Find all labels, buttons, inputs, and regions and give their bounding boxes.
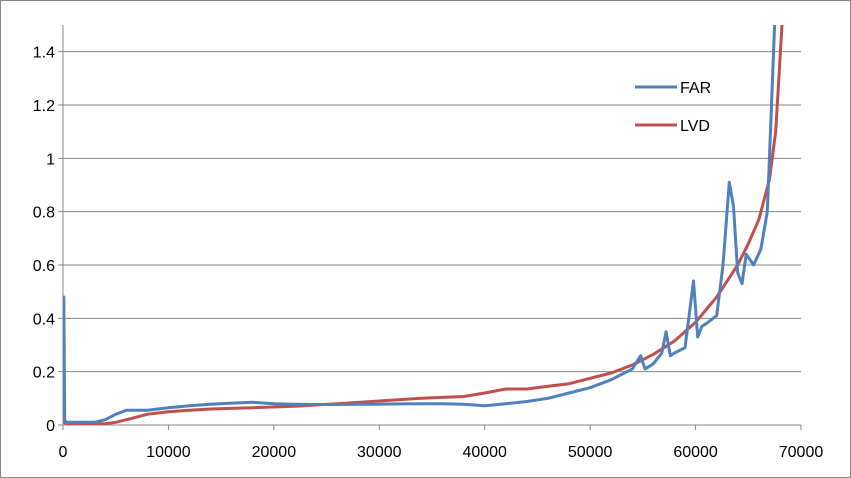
x-axis-tick-labels: 0 10000 20000 30000 40000 50000 60000 70000 <box>59 444 824 461</box>
legend-label-far: FAR <box>680 80 711 97</box>
legend-label-lvd: LVD <box>680 118 710 135</box>
series-line-far <box>63 25 777 424</box>
x-tick-label: 40000 <box>462 444 507 461</box>
series-line-lvd <box>63 25 784 425</box>
y-tick-label: 0.8 <box>33 205 55 222</box>
series-lines <box>63 25 784 425</box>
x-tick-label: 60000 <box>673 444 718 461</box>
x-tick-label: 50000 <box>568 444 613 461</box>
x-tick-label: 10000 <box>146 444 191 461</box>
y-tick-label: 0.2 <box>33 365 55 382</box>
y-tick-label: 1.2 <box>33 98 55 115</box>
x-tick-label: 20000 <box>252 444 297 461</box>
x-tick-label: 0 <box>59 444 68 461</box>
legend: FAR LVD <box>635 80 711 135</box>
y-tick-label: 0.6 <box>33 258 55 275</box>
x-tick-label: 30000 <box>357 444 402 461</box>
grid-lines <box>63 51 801 373</box>
x-tick-label: 70000 <box>779 444 824 461</box>
y-axis-tick-labels: 0 0.2 0.4 0.6 0.8 1 1.2 1.4 <box>33 45 55 435</box>
y-tick-label: 0.4 <box>33 311 55 328</box>
y-tick-label: 1 <box>46 151 55 168</box>
y-tick-label: 1.4 <box>33 45 55 62</box>
y-tick-label: 0 <box>46 418 55 435</box>
